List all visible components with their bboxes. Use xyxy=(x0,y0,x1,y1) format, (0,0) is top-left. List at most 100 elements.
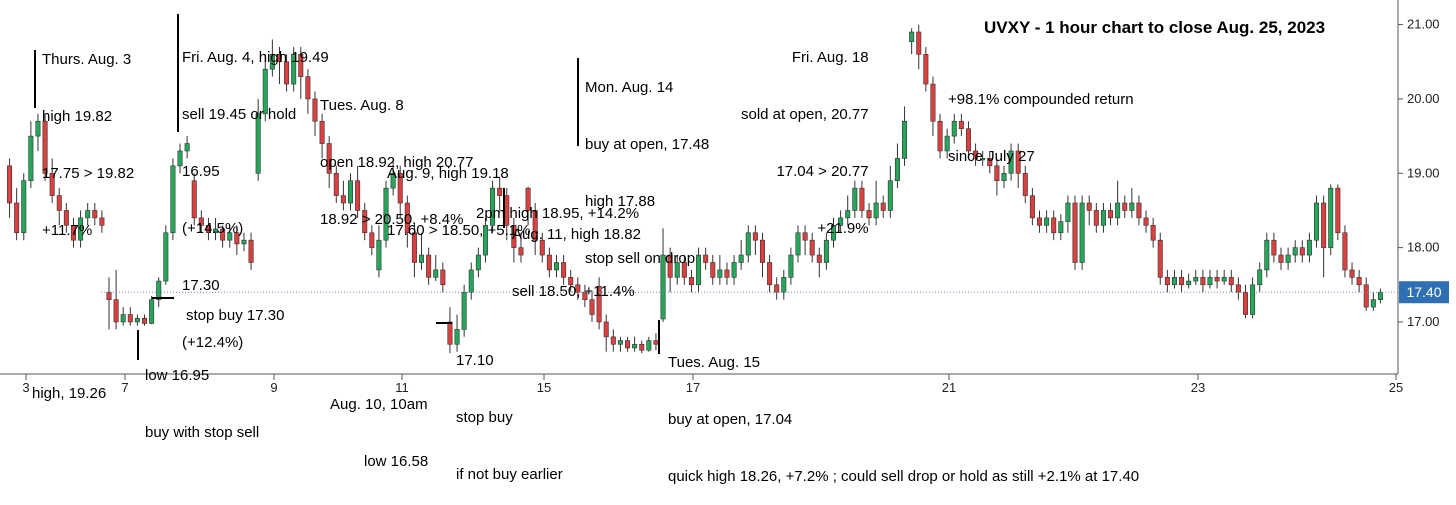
candle-body xyxy=(1328,187,1334,248)
candle-body xyxy=(781,277,787,293)
candle-body xyxy=(696,254,702,286)
candle-body xyxy=(589,299,595,315)
candle-body xyxy=(816,254,822,263)
candle-body xyxy=(156,280,162,300)
annotation-aug14: Mon. Aug. 14 buy at open, 17.48 high 17.… xyxy=(585,40,709,287)
candle-body xyxy=(241,239,247,245)
annotation-line: Thurs. Aug. 3 xyxy=(42,51,132,68)
candle-body xyxy=(987,158,993,167)
candle-body xyxy=(1157,239,1163,278)
candle-body xyxy=(944,135,950,152)
candle-body xyxy=(49,172,55,196)
candle-body xyxy=(1228,277,1234,286)
candle-body xyxy=(284,61,290,85)
candle-body xyxy=(767,262,773,286)
candle-body xyxy=(497,187,503,196)
annotation-aug8: Tues. Aug. 8 open 18.92, high 20.77 18.9… xyxy=(320,58,473,248)
candle-body xyxy=(951,120,957,137)
candle-body xyxy=(1370,299,1376,308)
candle-body xyxy=(831,225,837,241)
candle-body xyxy=(809,239,815,256)
candle-body xyxy=(724,269,730,278)
candle-body xyxy=(1065,202,1071,222)
candle-body xyxy=(759,239,765,263)
candle-body xyxy=(184,143,190,152)
candle-body xyxy=(1285,254,1291,263)
candle-body xyxy=(1079,202,1085,263)
candle-body xyxy=(220,228,226,241)
candle-body xyxy=(902,120,908,159)
candle-body xyxy=(1029,195,1035,219)
candle-body xyxy=(227,232,233,241)
candle-body xyxy=(838,217,844,226)
price-reference-line: 17.40 xyxy=(100,281,1449,304)
annotation-line: stop buy 17.30 xyxy=(186,307,285,324)
candle-body xyxy=(248,239,254,263)
candle-body xyxy=(561,262,567,278)
candle-body xyxy=(42,120,48,174)
candle-body xyxy=(92,210,98,219)
annotation-line: Fri. Aug. 18 xyxy=(791,49,869,66)
candle-body xyxy=(1036,217,1043,226)
candle-body xyxy=(1093,210,1099,226)
candle-body xyxy=(56,195,62,211)
candle-body xyxy=(440,269,446,286)
candle-body xyxy=(1100,210,1106,226)
candle-body xyxy=(788,254,794,278)
annotation-aug9: Aug. 9, high 19.18 17.60 > 18.50, +5.1% xyxy=(387,126,530,259)
x-tick-label: 11 xyxy=(395,380,409,395)
annotation-aug10-2pm: 2pm high 18.95, +14.2% xyxy=(476,166,639,242)
candle-body xyxy=(404,202,410,234)
candle-body xyxy=(113,299,119,323)
candle-body xyxy=(994,165,1000,182)
candle-body xyxy=(63,210,69,226)
last-price-badge xyxy=(1399,281,1449,304)
annotation-bracket xyxy=(34,50,36,108)
candle-body xyxy=(553,262,559,271)
annotation-aug11: Aug. 11, high 18.82 sell 18.50, +11.4% xyxy=(512,187,641,320)
candle-body xyxy=(774,284,780,293)
candle-body xyxy=(28,135,34,182)
candle-body xyxy=(1129,202,1135,211)
candle-body xyxy=(78,217,84,241)
candle-body xyxy=(475,254,481,271)
x-tick-label: 17 xyxy=(686,380,700,395)
candle-body xyxy=(319,120,325,144)
candle-body xyxy=(646,340,652,351)
annotation-aug18: Fri. Aug. 18 sold at open, 20.77 17.04 >… xyxy=(741,10,869,257)
candle-body xyxy=(276,54,282,63)
candle-body xyxy=(1150,225,1156,241)
annotation-line: stop buy xyxy=(456,409,513,426)
annotation-line: 2pm high 18.95, +14.2% xyxy=(476,205,640,222)
candle-body xyxy=(383,187,389,241)
candle-body xyxy=(688,277,694,286)
candle-body xyxy=(617,340,623,345)
annotation-line: sell 19.45 or hold xyxy=(182,106,297,123)
candle-body xyxy=(937,120,943,152)
candle-body xyxy=(1235,284,1241,293)
annotation-line: Mon. Aug. 14 xyxy=(585,79,674,96)
annotation-return: +98.1% compounded return since July 27 xyxy=(948,52,1134,185)
candle-body xyxy=(21,180,27,234)
candle-body xyxy=(625,340,631,349)
candle-body xyxy=(482,225,488,256)
candle-body xyxy=(710,262,716,278)
annotation-line: open 18.92, high 20.77 xyxy=(320,154,474,171)
annotation-bracket xyxy=(577,58,579,146)
annotation-pointer xyxy=(152,297,174,299)
candle-body xyxy=(1278,254,1284,263)
candle-body xyxy=(1214,277,1220,282)
annotation-line: Fri. Aug. 4, high 19.49 xyxy=(182,49,329,66)
candle-body xyxy=(1171,277,1177,286)
candle-body xyxy=(511,225,517,248)
candle-body xyxy=(369,232,375,248)
candle-body xyxy=(1250,284,1256,315)
candle-body xyxy=(1108,210,1114,219)
candle-body xyxy=(99,217,105,226)
candle-body xyxy=(255,113,261,174)
candle-body xyxy=(305,76,311,100)
annotation-line: Aug. 9, high 19.18 xyxy=(387,165,509,182)
x-tick-label: 21 xyxy=(942,380,956,395)
annotation-line: since July 27 xyxy=(948,148,1035,165)
candle-body xyxy=(291,54,297,85)
